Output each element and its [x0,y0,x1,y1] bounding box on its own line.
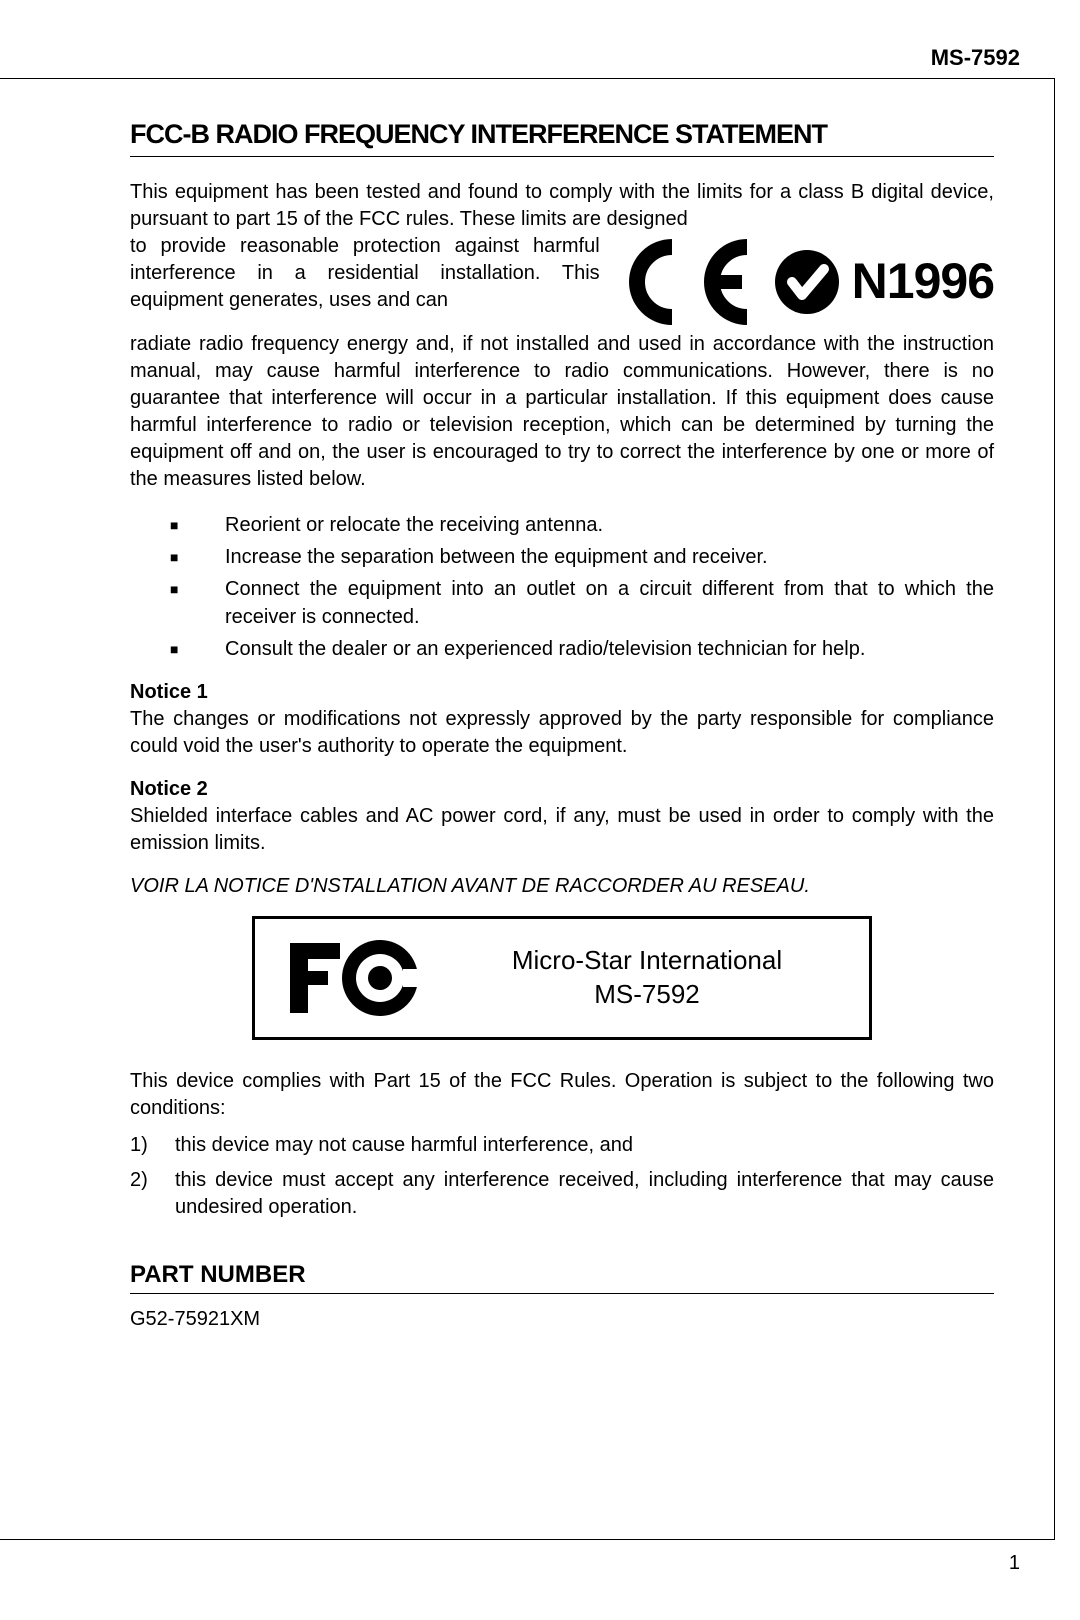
ce-mark-icon [612,237,762,327]
notice2-text: Shielded interface cables and AC power c… [130,803,994,857]
heading-rule [130,156,994,157]
condition-number: 2) [130,1167,148,1194]
intro-line1: This equipment has been tested and found… [130,179,994,233]
main-heading: FCC-B RADIO FREQUENCY INTERFERENCE STATE… [130,119,994,150]
c-tick-icon [772,247,842,317]
fcc-logo-icon [285,933,425,1023]
condition-text: this device must accept any interference… [175,1169,994,1218]
intro-paragraph: This equipment has been tested and found… [130,179,994,493]
condition-number: 1) [130,1132,148,1159]
page-frame: FCC-B RADIO FREQUENCY INTERFERENCE STATE… [0,78,1055,1540]
condition-text: this device may not cause harmful interf… [175,1134,633,1156]
list-item: 2) this device must accept any interfere… [130,1167,994,1221]
list-item: Reorient or relocate the receiving anten… [170,511,994,539]
part-number-heading: PART NUMBER [130,1261,994,1289]
notice2-heading: Notice 2 [130,778,994,801]
part-number-value: G52-75921XM [130,1308,994,1331]
fcc-box-text: Micro-Star International MS-7592 [455,944,839,1012]
header-model-label: MS-7592 [931,45,1020,71]
measures-list: Reorient or relocate the receiving anten… [130,511,994,663]
ce-logo-block: N1996 [612,237,994,327]
n1996-label: N1996 [852,248,994,316]
fcc-company: Micro-Star International [455,944,839,978]
section-rule [130,1293,994,1294]
notice1-heading: Notice 1 [130,681,994,704]
page-number: 1 [1009,1552,1020,1575]
french-notice: VOIR LA NOTICE D'NSTALLATION AVANT DE RA… [130,875,994,898]
list-item: Consult the dealer or an experienced rad… [170,635,994,663]
fcc-box: Micro-Star International MS-7592 [252,916,872,1040]
intro-line3: radiate radio frequency energy and, if n… [130,331,994,493]
fcc-model: MS-7592 [455,978,839,1012]
conditions-list: 1) this device may not cause harmful int… [130,1132,994,1221]
list-item: 1) this device may not cause harmful int… [130,1132,994,1159]
notice1-text: The changes or modifications not express… [130,706,994,760]
list-item: Increase the separation between the equi… [170,543,994,571]
compliance-text: This device complies with Part 15 of the… [130,1068,994,1122]
list-item: Connect the equipment into an outlet on … [170,575,994,631]
